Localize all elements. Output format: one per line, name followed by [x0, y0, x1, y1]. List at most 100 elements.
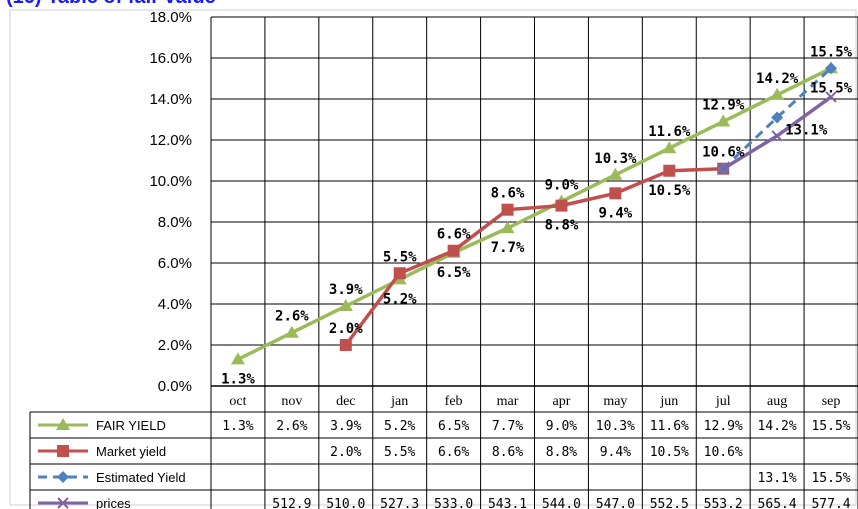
x-tick-label: apr: [553, 394, 571, 409]
table-cell: 5.2%: [384, 419, 415, 434]
table-cell: 15.5%: [811, 419, 850, 434]
table-cell: 2.6%: [276, 419, 307, 434]
y-tick-label: 6.0%: [158, 255, 192, 272]
marker-x: [717, 162, 729, 175]
marker-x: [57, 497, 69, 509]
marker-square: [339, 339, 352, 351]
marker-square: [663, 164, 676, 177]
table-cell: 2.0%: [330, 445, 361, 460]
y-tick-label: 18.0%: [149, 9, 192, 26]
marker-square: [57, 445, 69, 457]
table-cell: 6.6%: [438, 445, 469, 460]
marker-triangle: [284, 325, 299, 338]
table-cell: 6.5%: [438, 419, 469, 434]
x-tick-label: may: [603, 394, 627, 409]
x-tick-label: jun: [659, 394, 678, 409]
x-tick-label: feb: [445, 394, 463, 409]
data-label: 1.3%: [221, 371, 255, 387]
data-label: 8.8%: [545, 218, 579, 234]
data-label: 11.6%: [648, 124, 691, 140]
marker-square: [609, 187, 622, 200]
table-cell: 547.0: [596, 497, 635, 509]
table-cell: 577.4: [811, 497, 850, 509]
data-label: 7.7%: [491, 240, 525, 256]
legend-label: prices: [96, 496, 131, 509]
table-cell: 8.8%: [546, 445, 577, 460]
data-label: 6.5%: [437, 265, 471, 281]
table-cell: 565.4: [758, 497, 797, 509]
series-line: [344, 166, 724, 347]
marker-triangle: [230, 352, 245, 365]
x-tick-label: jul: [715, 394, 731, 409]
marker-diamond: [771, 111, 784, 124]
table-cell: 552.5: [650, 497, 689, 509]
marker-triangle: [608, 167, 623, 180]
data-label: 3.9%: [329, 282, 363, 298]
table-cell: 527.3: [380, 497, 419, 509]
data-label: 15.5%: [810, 44, 853, 60]
data-label: 2.6%: [275, 309, 309, 325]
data-label: 10.3%: [594, 151, 637, 167]
chart-caption: (16) Table of fair value: [6, 0, 216, 9]
data-label: 15.5%: [810, 80, 853, 96]
series-prices: [717, 91, 837, 175]
table-cell: 14.2%: [758, 419, 797, 434]
data-label: 5.2%: [383, 291, 417, 307]
legend-label: FAIR YIELD: [96, 418, 166, 433]
marker-triangle: [56, 418, 70, 430]
table-cell: 12.9%: [704, 419, 743, 434]
data-label: 8.6%: [491, 186, 525, 202]
data-label: 10.5%: [648, 183, 691, 199]
x-tick-label: dec: [336, 394, 355, 409]
table-cell: 13.1%: [758, 471, 797, 486]
y-tick-label: 4.0%: [158, 296, 192, 313]
marker-square: [393, 267, 406, 280]
table-cell: 11.6%: [650, 419, 689, 434]
data-label: 14.2%: [756, 71, 799, 87]
chart-frame: [9, 9, 857, 506]
marker-triangle: [716, 114, 731, 127]
series-market-yield: [339, 162, 730, 351]
y-tick-label: 0.0%: [158, 378, 192, 395]
table-cell: 15.5%: [811, 471, 850, 486]
marker-diamond: [57, 471, 69, 483]
marker-x: [771, 130, 783, 142]
y-tick-label: 12.0%: [149, 132, 192, 149]
y-tick-label: 2.0%: [158, 337, 192, 354]
y-tick-label: 16.0%: [149, 50, 192, 67]
table-cell: 7.7%: [492, 419, 523, 434]
x-tick-label: aug: [767, 394, 787, 409]
x-tick-label: mar: [497, 394, 519, 409]
series-fair-yield: [230, 61, 839, 365]
marker-triangle: [338, 299, 353, 312]
marker-x: [825, 91, 837, 103]
marker-triangle: [770, 87, 785, 100]
legend-label: Market yield: [96, 444, 166, 459]
marker-triangle: [500, 221, 515, 234]
marker-square: [501, 203, 514, 216]
table-cell: 3.9%: [330, 419, 361, 434]
x-tick-label: jan: [390, 394, 408, 409]
y-tick-label: 14.0%: [149, 91, 192, 108]
data-label: 9.0%: [545, 178, 579, 194]
series-line: [722, 67, 833, 170]
y-tick-label: 8.0%: [158, 214, 192, 231]
data-label: 5.5%: [383, 249, 417, 265]
table-cell: 533.0: [434, 497, 473, 509]
table-cell: 9.4%: [600, 445, 631, 460]
data-label: 6.6%: [437, 227, 471, 243]
table-cell: 10.6%: [704, 445, 743, 460]
marker-square: [447, 244, 460, 257]
legend-label: Estimated Yield: [96, 470, 186, 485]
data-label: 9.4%: [599, 205, 633, 221]
x-tick-label: sep: [822, 394, 841, 409]
table-cell: 10.5%: [650, 445, 689, 460]
table-cell: 544.0: [542, 497, 581, 509]
table-cell: 512.9: [272, 497, 311, 509]
data-label: 12.9%: [702, 98, 745, 114]
table-cell: 553.2: [704, 497, 743, 509]
table-cell: 510.0: [326, 497, 365, 509]
data-label: 2.0%: [329, 321, 363, 337]
data-label: 13.1%: [785, 122, 828, 138]
